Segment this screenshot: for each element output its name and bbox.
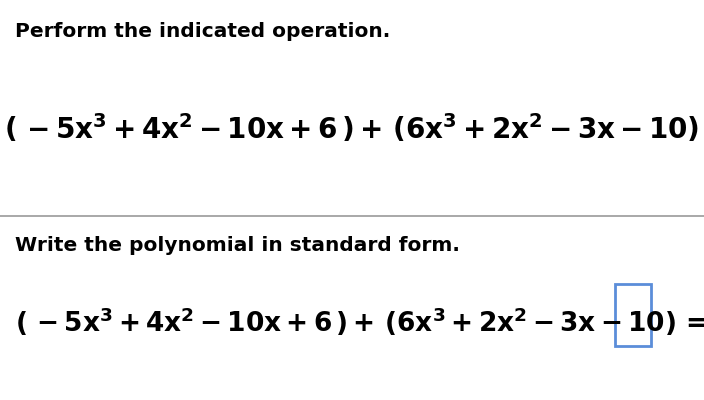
Text: $\mathbf{(\,-5x^3+4x^2-10x+6\,)+\,(6x^3+2x^2-3x-10)\,=}$: $\mathbf{(\,-5x^3+4x^2-10x+6\,)+\,(6x^3+… <box>15 306 704 338</box>
Text: $\mathbf{(\,-5x^3+4x^2-10x+6\,)+\,(6x^3+2x^2-3x-10)}$: $\mathbf{(\,-5x^3+4x^2-10x+6\,)+\,(6x^3+… <box>4 112 700 145</box>
Bar <box>615 284 651 346</box>
Text: Write the polynomial in standard form.: Write the polynomial in standard form. <box>15 236 460 255</box>
Text: Perform the indicated operation.: Perform the indicated operation. <box>15 22 391 41</box>
